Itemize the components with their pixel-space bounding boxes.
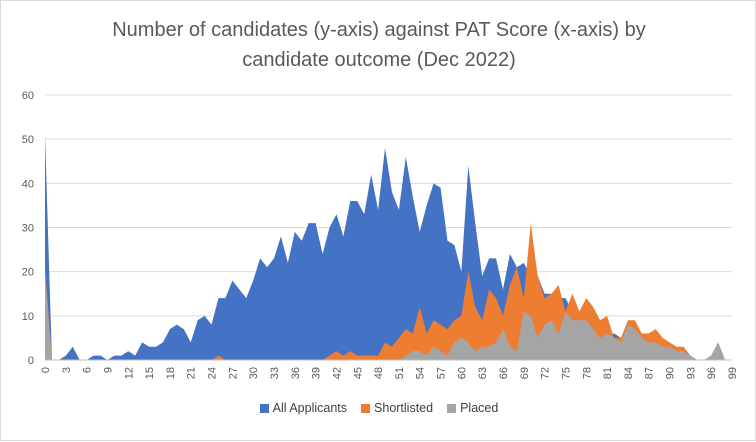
legend-label: Shortlisted [374,401,434,415]
x-tick-label: 69 [519,367,531,379]
legend-swatch [259,403,269,413]
y-tick-label: 20 [22,267,34,279]
x-tick-label: 3 [61,367,73,373]
x-tick-label: 81 [602,367,614,379]
legend-label: All Applicants [272,401,348,415]
x-tick-label: 30 [248,367,260,379]
x-tick-label: 6 [82,367,94,373]
x-tick-label: 51 [394,367,406,379]
x-tick-label: 27 [227,367,239,379]
x-tick-label: 72 [540,367,552,379]
legend-item-placed: Placed [447,401,498,415]
legend-swatch [361,403,371,413]
x-tick-labels: 0 3 6 9 12 15 18 21 24 27 30 33 36 39 42 45 48 51 54 57 60 63… [40,367,739,379]
chart-title-line-1: Number of candidates (y-axis) against PA… [112,19,646,41]
y-tick-label: 30 [22,223,34,235]
x-tick-label: 57 [436,367,448,379]
x-tick-label: 33 [269,367,281,379]
x-tick-label: 24 [207,367,219,379]
x-tick-label: 96 [706,367,718,379]
y-tick-label: 0 [28,355,34,367]
x-tick-label: 0 [40,367,52,373]
x-tick-label: 36 [290,367,302,379]
x-tick-label: 93 [685,367,697,379]
y-tick-labels: 0 10 20 30 40 50 60 [22,90,34,367]
x-tick-label: 12 [123,367,135,379]
x-tick-label: 42 [331,367,343,379]
area-placed [45,271,732,360]
x-tick-label: 84 [623,367,635,379]
legend-label: Placed [460,401,499,415]
x-tick-label: 39 [311,367,323,379]
x-tick-label: 21 [186,367,198,379]
x-tick-label: 15 [144,367,156,379]
x-tick-label: 48 [373,367,385,379]
y-tick-label: 50 [22,134,34,146]
area-shortlisted [45,223,732,360]
x-tick-label: 99 [727,367,739,379]
legend: All Applicants Shortlisted Placed [1,401,756,415]
x-tick-label: 60 [456,367,468,379]
x-tick-label: 9 [102,367,114,373]
y-tick-label: 60 [22,90,34,102]
x-tick-label: 54 [415,367,427,379]
y-tick-label: 10 [22,311,34,323]
x-tick-label: 75 [560,367,572,379]
legend-item-all-applicants: All Applicants [259,401,348,415]
legend-swatch [447,403,457,413]
x-tick-label: 87 [644,367,656,379]
x-tick-label: 45 [352,367,364,379]
chart-title-line-2: candidate outcome (Dec 2022) [242,49,516,71]
x-tick-label: 18 [165,367,177,379]
x-tick-label: 90 [665,367,677,379]
legend-item-shortlisted: Shortlisted [361,401,433,415]
series-areas [45,134,732,360]
x-tick-label: 78 [581,367,593,379]
y-tick-label: 40 [22,178,34,190]
x-tick-label: 66 [498,367,510,379]
x-tick-label: 63 [477,367,489,379]
